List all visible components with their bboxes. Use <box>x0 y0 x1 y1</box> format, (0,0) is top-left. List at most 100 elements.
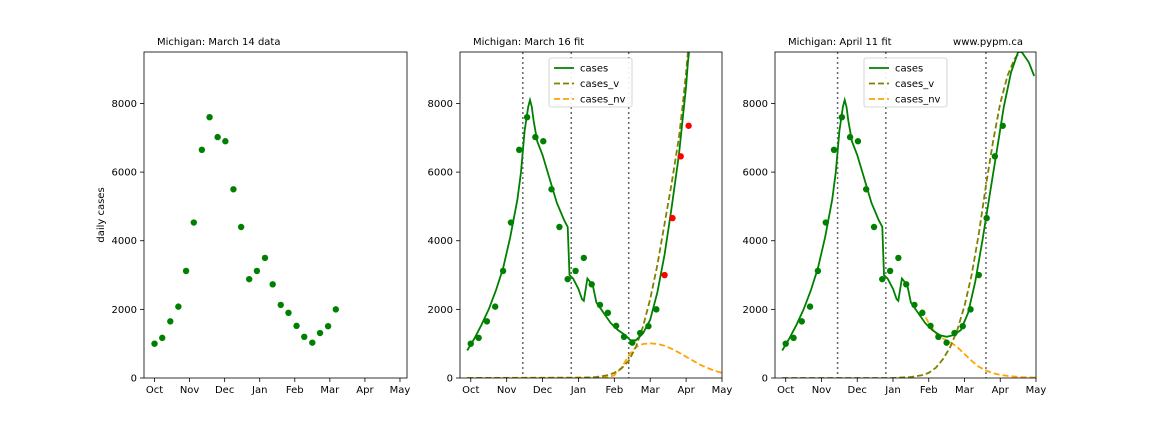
series-line-cases <box>466 52 690 351</box>
y-tick-label: 8000 <box>743 99 768 110</box>
y-tick-label: 2000 <box>743 305 768 316</box>
y-tick-label: 6000 <box>743 168 768 179</box>
x-tick-label: Apr <box>677 385 695 396</box>
x-tick-label: Dec <box>848 385 867 396</box>
data-point <box>798 318 806 325</box>
x-tick-label: Oct <box>777 385 794 396</box>
y-tick-label: 4000 <box>743 236 768 247</box>
data-point <box>927 322 934 330</box>
legend-label: cases <box>580 64 608 75</box>
data-point <box>301 333 308 341</box>
data-point <box>316 329 324 337</box>
data-point <box>475 334 482 342</box>
data-point <box>588 281 595 288</box>
data-point <box>572 267 579 275</box>
data-point <box>854 138 862 145</box>
axes-frame <box>459 51 723 379</box>
data-point <box>190 219 197 226</box>
data-point <box>198 146 206 153</box>
data-point <box>862 186 870 193</box>
series-line-cases-nv <box>920 308 1036 378</box>
data-point <box>685 122 692 129</box>
data-point <box>895 254 902 262</box>
chart-title: Michigan: March 16 fit <box>473 37 584 48</box>
data-point <box>919 309 926 316</box>
data-point <box>182 267 190 275</box>
data-point <box>620 333 628 341</box>
x-tick-label: Feb <box>286 385 304 396</box>
data-point <box>491 303 499 310</box>
data-point <box>983 214 990 222</box>
data-point <box>580 254 588 262</box>
legend-label: cases_nv <box>580 95 626 106</box>
data-point <box>886 267 894 275</box>
legend-box <box>863 57 948 108</box>
plot-area <box>151 114 340 347</box>
y-tick-label: 8000 <box>428 99 453 110</box>
x-tick-label: Apr <box>356 385 374 396</box>
x-tick-label: Dec <box>215 385 234 396</box>
chart-panel-1: 0 2000 4000 6000 8000 Oct Nov Dec Jan Feb Mar Apr Ma… <box>96 37 410 396</box>
data-point <box>669 214 676 222</box>
data-point <box>806 303 814 310</box>
x-tick-label: Mar <box>320 385 340 396</box>
legend: cases cases_v cases_nv <box>548 57 633 108</box>
data-point <box>645 322 652 330</box>
x-tick-label: Jan <box>884 385 900 396</box>
series-line-cases-nv <box>467 342 722 378</box>
y-tick-label: 6000 <box>112 168 137 179</box>
series-line-cases-v <box>467 52 689 378</box>
y-axis-label: daily cases <box>96 187 107 242</box>
data-point <box>903 281 910 288</box>
data-point <box>222 138 229 145</box>
data-point <box>253 267 261 275</box>
data-point <box>596 301 604 309</box>
data-point <box>951 329 958 337</box>
data-point <box>277 301 284 309</box>
y-tick-label: 0 <box>131 374 137 385</box>
data-point <box>653 306 660 313</box>
data-point <box>175 303 182 310</box>
legend: cases cases_v cases_nv <box>863 57 948 108</box>
x-tick-label: May <box>390 385 411 396</box>
data-point <box>822 219 829 226</box>
x-tick-label: Feb <box>605 385 623 396</box>
data-point <box>206 114 213 121</box>
x-tick-label: May <box>712 385 733 396</box>
x-tick-label: Jan <box>251 385 267 396</box>
plot-area <box>781 52 1036 378</box>
data-point <box>151 340 158 347</box>
y-tick-label: 0 <box>762 374 768 385</box>
data-point <box>540 138 547 145</box>
data-point <box>830 146 838 153</box>
data-point <box>159 334 166 342</box>
data-point <box>261 254 269 262</box>
data-point <box>790 334 797 342</box>
series-line-cases-v <box>782 52 1021 378</box>
x-tick-label: Nov <box>180 385 200 396</box>
y-tick-label: 4000 <box>112 236 137 247</box>
data-point <box>879 275 886 283</box>
axes-frame <box>774 51 1037 379</box>
data-point <box>499 267 507 275</box>
data-point <box>959 322 966 330</box>
y-tick-label: 2000 <box>428 305 453 316</box>
legend-label: cases_nv <box>895 95 941 106</box>
data-point <box>230 186 237 193</box>
y-tick-label: 8000 <box>112 99 137 110</box>
x-tick-label: Nov <box>497 385 517 396</box>
data-point <box>999 122 1006 129</box>
data-point <box>246 275 253 283</box>
data-point <box>838 114 846 121</box>
chart-panel-3: 0 2000 4000 6000 8000 Oct Nov Dec Jan Feb Mar Apr Ma… <box>743 37 1047 396</box>
data-point <box>629 339 636 346</box>
chart-title: Michigan: March 14 data <box>157 37 280 48</box>
y-tick-label: 6000 <box>428 168 453 179</box>
axes-frame <box>143 51 408 379</box>
data-point <box>269 281 276 288</box>
legend-label: cases <box>895 64 923 75</box>
data-point <box>309 339 316 346</box>
y-tick-label: 0 <box>447 374 453 385</box>
x-tick-label: Feb <box>920 385 938 396</box>
data-point <box>814 267 822 275</box>
